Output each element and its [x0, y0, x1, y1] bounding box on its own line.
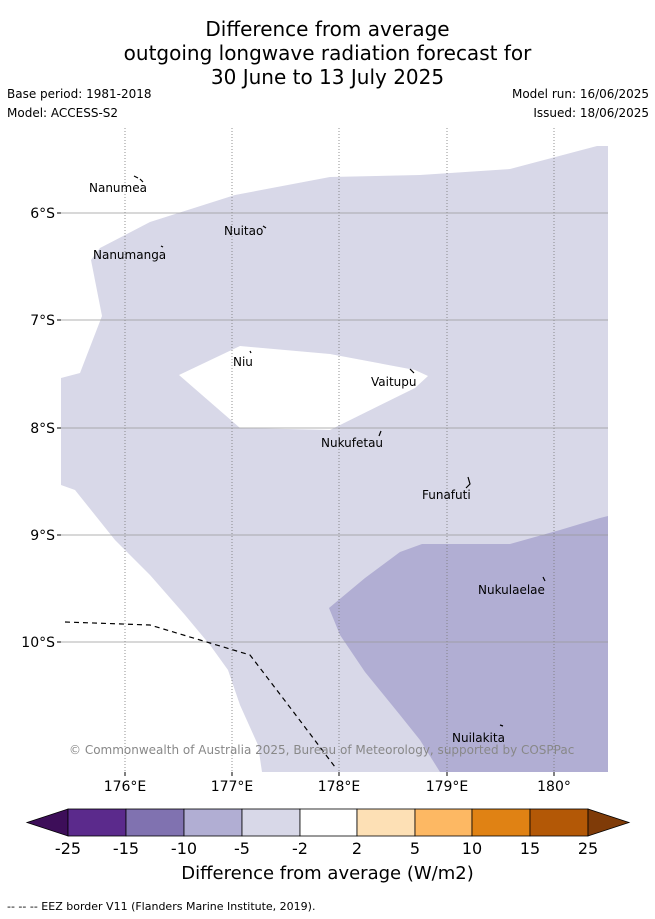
lon-label-177e: 177°E	[211, 779, 254, 795]
colorbar-tick: 5	[409, 839, 421, 858]
base-period: Base period: 1981-2018	[7, 87, 152, 101]
anomaly-region-medium	[329, 516, 608, 772]
island-nukufetau	[378, 430, 382, 437]
colorbar-tick: 2	[351, 839, 363, 858]
colorbar-label: Difference from average (W/m2)	[181, 863, 474, 884]
title-line-2: outgoing longwave radiation forecast for	[123, 41, 532, 65]
colorbar-tick: -15	[112, 839, 140, 858]
colorbar-segment	[125, 808, 185, 837]
title-line-1: Difference from average	[205, 17, 450, 41]
colorbar	[25, 808, 631, 837]
copyright-notice: © Commonwealth of Australia 2025, Bureau…	[69, 743, 574, 757]
place-label-nanumea: Nanumea	[89, 181, 147, 195]
colorbar-segment	[414, 808, 473, 837]
place-label-nuilakita: Nuilakita	[452, 731, 505, 745]
eez-border	[64, 621, 336, 768]
colorbar-tick: 25	[577, 839, 599, 858]
lat-ticks	[57, 212, 61, 643]
island-nanumea	[133, 175, 144, 183]
island-nukulaelae	[542, 576, 546, 582]
colorbar-tick: -5	[234, 839, 250, 858]
lon-ticks	[124, 772, 555, 776]
lat-label-10s: 10°S	[21, 635, 55, 651]
island-funafuti	[465, 476, 471, 489]
colorbar-segment	[299, 808, 358, 837]
longitude-gridlines	[124, 128, 555, 772]
place-label-nuitao: Nuitao	[224, 224, 263, 238]
lon-label-178e: 178°E	[318, 779, 361, 795]
island-nuilakita	[499, 724, 504, 727]
lat-label-8s: 8°S	[30, 421, 55, 437]
latitude-gridlines	[61, 212, 608, 643]
title-line-3: 30 June to 13 July 2025	[210, 65, 445, 89]
colorbar-segment	[241, 808, 301, 837]
colorbar-tick: -10	[170, 839, 198, 858]
colorbar-segment	[529, 808, 589, 837]
colorbar-tick: 10	[461, 839, 483, 858]
place-label-nukufetau: Nukufetau	[321, 436, 383, 450]
colorbar-segment	[67, 808, 127, 837]
model-name: Model: ACCESS-S2	[7, 106, 119, 120]
anomaly-region-none	[179, 346, 428, 430]
lat-label-9s: 9°S	[30, 528, 55, 544]
lon-label-180: 180°	[537, 779, 571, 795]
model-run: Model run: 16/06/2025	[511, 87, 649, 101]
place-label-nanumanga: Nanumanga	[93, 248, 166, 262]
colorbar-tick: -2	[292, 839, 308, 858]
colorbar-tick: -25	[54, 839, 82, 858]
place-label-vaitupu: Vaitupu	[371, 375, 417, 389]
place-label-funafuti: Funafuti	[422, 488, 471, 502]
lat-label-7s: 7°S	[30, 313, 55, 329]
island-vaitupu	[409, 368, 415, 374]
colorbar-segment	[183, 808, 243, 837]
lon-label-179e: 179°E	[426, 779, 469, 795]
eez-footnote: -- -- -- EEZ border V11 (Flanders Marine…	[7, 900, 316, 913]
lat-label-6s: 6°S	[30, 206, 55, 222]
lon-label-176e: 176°E	[104, 779, 147, 795]
island-nuitao	[262, 225, 267, 229]
island-niu	[249, 350, 252, 354]
colorbar-segment	[471, 808, 531, 837]
colorbar-tick: 15	[519, 839, 541, 858]
colorbar-extend-high	[587, 808, 631, 837]
island-shapes	[133, 175, 546, 727]
place-label-nukulaelae: Nukulaelae	[478, 583, 545, 597]
colorbar-segment	[356, 808, 416, 837]
issued-date: Issued: 18/06/2025	[533, 106, 649, 120]
place-label-niu: Niu	[233, 355, 253, 369]
colorbar-extend-low	[25, 808, 69, 837]
island-nanumanga	[160, 245, 164, 248]
